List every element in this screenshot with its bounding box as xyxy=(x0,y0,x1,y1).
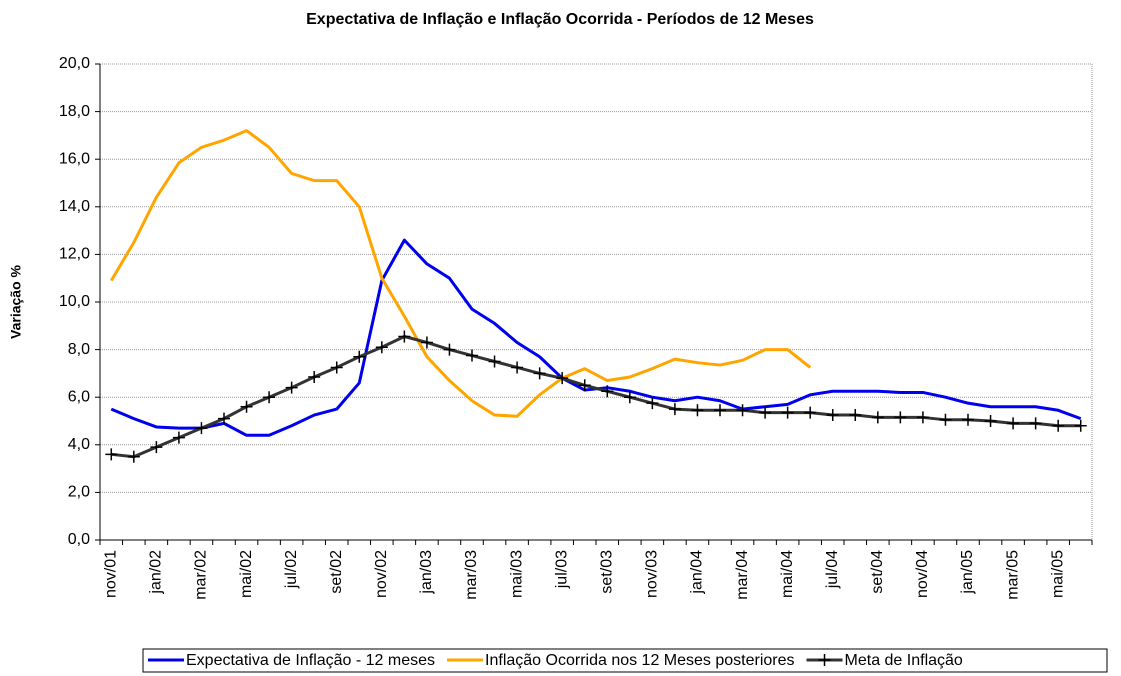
y-tick-label: 20,0 xyxy=(59,55,90,72)
x-tick-label: mar/05 xyxy=(1004,550,1021,600)
x-tick-label: jan/05 xyxy=(959,550,976,595)
marker xyxy=(962,413,974,426)
marker xyxy=(736,404,749,417)
marker xyxy=(601,385,614,398)
y-axis-label: Variação % xyxy=(8,264,24,338)
marker xyxy=(556,372,569,385)
x-tick-label: set/02 xyxy=(328,550,345,594)
marker xyxy=(826,409,839,422)
marker xyxy=(939,413,952,426)
x-tick-label: jan/03 xyxy=(418,550,435,595)
marker xyxy=(263,391,276,404)
x-tick-label: jul/03 xyxy=(553,550,570,589)
marker xyxy=(443,343,456,356)
marker xyxy=(420,336,433,349)
marker xyxy=(105,448,118,461)
marker xyxy=(849,409,862,422)
series-line xyxy=(111,335,1081,459)
legend-label: Meta de Inflação xyxy=(845,652,963,669)
marker xyxy=(353,350,366,363)
legend-box xyxy=(142,648,1108,673)
x-tick-label: mar/02 xyxy=(193,550,210,600)
marker xyxy=(1052,419,1065,432)
y-tick-label: 0,0 xyxy=(68,531,90,548)
y-tick-label: 18,0 xyxy=(59,103,90,120)
marker xyxy=(330,361,343,374)
marker xyxy=(984,415,997,427)
marker xyxy=(668,403,681,416)
marker xyxy=(375,341,388,354)
marker xyxy=(916,411,929,424)
legend-label: Expectativa de Inflação - 12 meses xyxy=(186,652,435,669)
series-line xyxy=(110,238,1082,437)
x-tick-label: jul/02 xyxy=(283,550,300,589)
marker xyxy=(894,411,907,424)
x-tick-label: nov/04 xyxy=(914,550,931,598)
marker xyxy=(195,422,208,435)
x-tick-label: set/03 xyxy=(598,550,615,594)
legend-label: Inflação Ocorrida nos 12 Meses posterior… xyxy=(485,652,794,669)
marker xyxy=(218,412,230,425)
y-tick-label: 6,0 xyxy=(68,388,90,405)
marker xyxy=(781,406,794,419)
x-tick-label: mai/02 xyxy=(238,550,255,598)
y-tick-label: 4,0 xyxy=(68,436,90,453)
y-tick-label: 14,0 xyxy=(59,198,90,215)
marker xyxy=(127,450,140,463)
y-tick-label: 8,0 xyxy=(68,341,90,358)
y-tick-label: 12,0 xyxy=(59,246,90,263)
x-tick-label: mai/03 xyxy=(508,550,525,598)
x-tick-label: set/04 xyxy=(869,550,886,594)
x-tick-label: jul/04 xyxy=(824,550,841,589)
marker xyxy=(578,379,591,392)
marker xyxy=(691,404,704,417)
x-tick-label: nov/01 xyxy=(102,550,119,598)
marker xyxy=(1029,417,1042,430)
legend-marker xyxy=(818,654,831,666)
marker xyxy=(871,411,884,424)
marker xyxy=(804,406,817,419)
marker xyxy=(1007,417,1020,430)
y-tick-label: 10,0 xyxy=(59,293,90,310)
x-tick-label: mai/04 xyxy=(779,550,796,598)
x-tick-label: nov/03 xyxy=(644,550,661,598)
marker xyxy=(714,404,726,417)
marker xyxy=(466,349,478,362)
marker xyxy=(150,441,163,454)
series-line xyxy=(109,129,812,418)
marker xyxy=(759,406,772,419)
x-tick-label: mai/05 xyxy=(1049,550,1066,598)
marker xyxy=(308,370,321,383)
marker xyxy=(646,397,659,410)
x-tick-label: mar/04 xyxy=(734,550,751,600)
marker xyxy=(285,381,298,394)
marker xyxy=(172,431,185,444)
x-tick-label: mar/03 xyxy=(463,550,480,600)
y-tick-label: 2,0 xyxy=(68,484,90,501)
y-tick-label: 16,0 xyxy=(59,150,90,167)
marker xyxy=(511,361,524,374)
chart-title: Expectativa de Inflação e Inflação Ocorr… xyxy=(306,11,814,28)
marker xyxy=(398,330,411,343)
marker xyxy=(623,391,636,404)
marker xyxy=(1074,419,1087,432)
marker xyxy=(533,367,546,380)
x-tick-label: nov/02 xyxy=(373,550,390,598)
marker xyxy=(240,400,253,413)
x-tick-label: jan/04 xyxy=(689,550,706,595)
marker xyxy=(488,355,501,368)
x-tick-label: jan/02 xyxy=(148,550,165,595)
